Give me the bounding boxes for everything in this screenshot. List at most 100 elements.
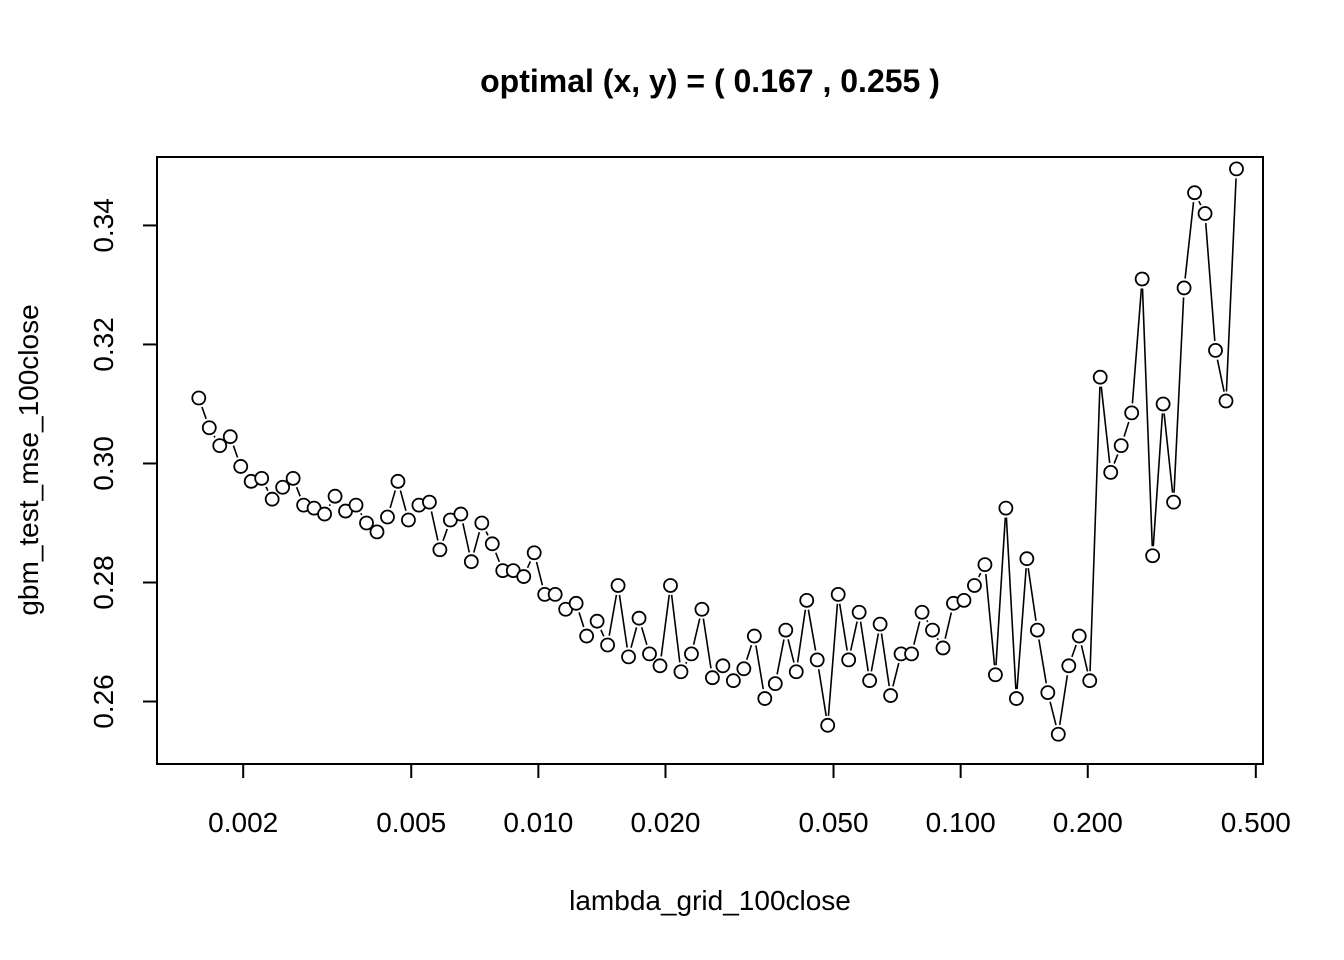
data-point: [568, 595, 584, 611]
series-segment: [578, 612, 585, 628]
data-point: [1019, 551, 1035, 567]
series-segment: [1049, 701, 1057, 726]
series-segment: [1216, 359, 1225, 392]
y-axis-label: gbm_test_mse_100close: [13, 304, 44, 615]
data-point: [872, 616, 888, 632]
data-point: [1040, 685, 1056, 700]
data-point: [484, 536, 500, 552]
data-point: [652, 658, 668, 674]
series-segment: [1173, 297, 1185, 493]
series-segment: [807, 609, 817, 651]
data-point: [778, 622, 794, 638]
series-segment: [776, 639, 785, 675]
series-segment: [201, 406, 207, 420]
series-segment: [1089, 386, 1101, 672]
data-point: [809, 652, 825, 668]
data-point: [369, 524, 385, 540]
series-segment: [1204, 222, 1216, 341]
series-segment: [692, 618, 701, 645]
data-point: [715, 658, 731, 674]
series-segment: [660, 594, 671, 657]
series-segment: [399, 490, 407, 512]
series-segment: [745, 644, 753, 660]
data-point: [746, 628, 762, 644]
data-point: [1134, 271, 1150, 287]
series-segment: [1038, 639, 1048, 684]
data-point: [526, 545, 542, 561]
series-segment: [1141, 288, 1154, 547]
y-tick-label: 0.26: [88, 674, 119, 729]
series-line: [201, 178, 1237, 726]
data-point: [401, 512, 416, 528]
data-point: [788, 664, 804, 680]
data-point: [830, 587, 846, 602]
data-point: [621, 649, 636, 665]
data-point: [1050, 726, 1066, 742]
data-point: [600, 637, 615, 653]
data-point: [914, 604, 930, 620]
data-point: [1208, 343, 1223, 358]
series-segment: [608, 594, 618, 636]
series-segment: [442, 528, 448, 542]
series-segment: [1198, 200, 1202, 206]
data-point: [862, 673, 878, 689]
data-point: [201, 420, 217, 436]
data-point: [820, 717, 836, 733]
data-point: [935, 640, 951, 656]
data-point: [673, 664, 689, 680]
data-point: [757, 691, 773, 706]
series-segment: [213, 435, 216, 438]
series-segment: [859, 621, 869, 672]
series-segment: [1152, 413, 1164, 547]
series-segment: [1016, 568, 1027, 690]
data-point: [222, 429, 238, 445]
series-segment: [535, 561, 544, 586]
data-point: [359, 515, 374, 531]
data-point: [956, 592, 972, 608]
data-point: [1124, 405, 1140, 421]
x-tick-label: 0.200: [1053, 807, 1123, 838]
data-point: [285, 470, 301, 486]
data-point: [1176, 280, 1192, 296]
data-point: [432, 542, 448, 558]
series-segment: [360, 512, 363, 516]
series-segment: [817, 669, 827, 717]
data-point: [1071, 628, 1087, 644]
series-segment: [600, 629, 605, 637]
series-segment: [389, 490, 397, 509]
data-point: [610, 578, 626, 593]
data-point: [1029, 622, 1045, 638]
series-segment: [473, 531, 481, 553]
series-segment: [827, 603, 839, 716]
data-point: [841, 652, 857, 668]
series-segment: [936, 637, 939, 641]
series-segment: [755, 645, 765, 690]
series-segment: [670, 594, 681, 663]
series-segment: [1071, 644, 1077, 658]
series-segment: [1225, 178, 1237, 392]
series-segment: [328, 503, 331, 507]
series-segment: [485, 531, 489, 536]
data-point: [631, 610, 647, 626]
series-segment: [1058, 675, 1069, 725]
data-point: [1145, 548, 1161, 564]
series-segment: [838, 603, 848, 651]
data-point: [275, 479, 291, 495]
series-segment: [1100, 386, 1111, 464]
data-point: [254, 470, 270, 486]
data-point: [1092, 369, 1108, 385]
x-tick-label: 0.005: [376, 807, 446, 838]
data-point: [767, 676, 783, 692]
series-segment: [265, 486, 269, 492]
data-point: [1166, 494, 1181, 510]
x-tick-label: 0.010: [503, 807, 573, 838]
series-segment: [685, 661, 688, 664]
data-point: [191, 390, 207, 406]
series-segment: [232, 445, 239, 458]
data-point: [1187, 185, 1202, 201]
data-point: [474, 515, 490, 531]
x-tick-label: 0.050: [798, 807, 868, 838]
series-segment: [295, 486, 301, 497]
series-segment: [495, 552, 501, 563]
series-segment: [462, 523, 471, 553]
